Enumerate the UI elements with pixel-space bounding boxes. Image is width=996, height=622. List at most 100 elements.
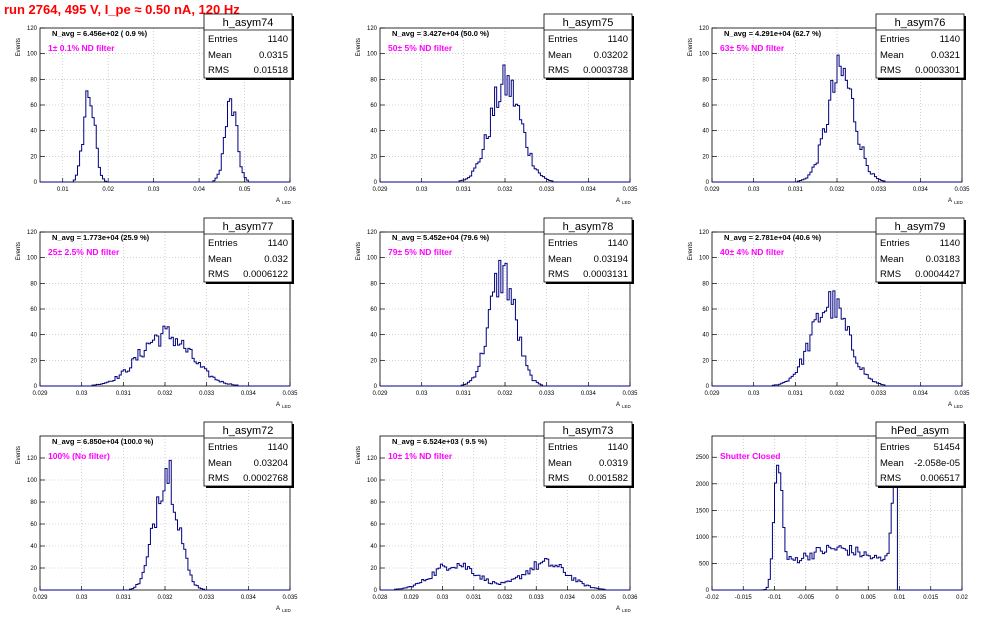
stats-mean-value: 0.03204 (254, 458, 288, 469)
x-axis-label: A (616, 402, 620, 408)
x-tick-label: 0.01 (894, 595, 906, 601)
x-tick-label: -0.015 (735, 595, 753, 601)
y-tick-label: 0 (374, 384, 378, 390)
y-tick-label: 0 (706, 180, 710, 186)
n-avg-label: N_avg = 3.427e+04 (50.0 %) (392, 29, 490, 38)
stats-entries-value: 1140 (268, 442, 288, 453)
x-axis-label: A (616, 198, 620, 204)
stats-rms-value: 0.0006122 (243, 269, 288, 280)
y-axis-label: Events (356, 446, 362, 464)
stats-rms-value: 0.0003131 (583, 269, 628, 280)
x-tick-label: -0.01 (768, 595, 782, 601)
y-tick-label: 40 (702, 129, 709, 135)
stats-box (875, 421, 965, 487)
panel-h_asym76: 0.029 0.03 0.031 0.032 0.033 0.034 0.035 0 20 40 6… (688, 13, 970, 205)
stats-mean-value: -2.058e-05 (914, 458, 960, 469)
y-tick-label: 0 (34, 180, 38, 186)
stats-rms-value: 0.0002768 (243, 473, 288, 484)
y-tick-label: 0 (34, 588, 38, 594)
panel-h_asym75: 0.029 0.03 0.031 0.032 0.033 0.034 0.035 0 20 40 6… (356, 13, 638, 205)
stats-entries-label: Entries (208, 34, 238, 45)
stats-entries-label: Entries (208, 442, 238, 453)
n-avg-label: N_avg = 6.456e+02 ( 0.9 %) (52, 29, 148, 38)
y-tick-label: 80 (370, 500, 377, 506)
x-tick-label: 0.036 (622, 595, 638, 601)
y-tick-label: 0 (34, 384, 38, 390)
stats-entries-label: Entries (548, 442, 578, 453)
stats-rms-value: 0.0003301 (915, 65, 960, 76)
y-tick-label: 80 (30, 500, 37, 506)
x-axis-label-sub: LED (622, 608, 632, 613)
histogram-line (380, 64, 630, 183)
x-tick-label: 0.029 (32, 391, 48, 397)
x-tick-label: 0.034 (241, 391, 257, 397)
filter-label: 25± 2.5% ND filter (48, 247, 120, 257)
y-tick-label: 60 (30, 103, 37, 109)
x-axis-label-sub: LED (954, 200, 964, 205)
x-tick-label: 0 (835, 595, 839, 601)
y-tick-label: 120 (699, 26, 710, 32)
stats-rms-label: RMS (208, 65, 229, 76)
stats-rms-label: RMS (548, 269, 569, 280)
x-tick-label: 0.032 (157, 595, 173, 601)
stats-box (875, 217, 965, 283)
x-tick-label: 0.034 (913, 391, 929, 397)
stats-entries-label: Entries (880, 238, 910, 249)
y-tick-label: 0 (374, 180, 378, 186)
y-tick-label: 1500 (696, 508, 710, 514)
y-axis-label: Events (688, 242, 694, 260)
x-axis-label: A (948, 198, 952, 204)
x-axis-label: A (616, 606, 620, 612)
y-tick-label: 20 (702, 154, 709, 160)
y-tick-label: 40 (370, 129, 377, 135)
y-tick-label: 2500 (696, 455, 710, 461)
x-tick-label: 0.031 (456, 391, 472, 397)
stats-rms-label: RMS (208, 269, 229, 280)
stats-entries-value: 1140 (940, 238, 960, 249)
stats-rms-value: 0.0004427 (915, 269, 960, 280)
stats-entries-label: Entries (880, 34, 910, 45)
stats-box (543, 13, 633, 79)
y-tick-label: 120 (367, 456, 378, 462)
y-tick-label: 0 (374, 588, 378, 594)
x-tick-label: 0.032 (497, 187, 513, 193)
filter-label: 79± 5% ND filter (388, 247, 453, 257)
histogram-line (712, 54, 962, 183)
y-tick-label: 20 (702, 358, 709, 364)
y-tick-label: 80 (702, 281, 709, 287)
panel-h_asym74: 0.01 0.02 0.03 0.04 0.05 0.06 0 20 40 60 80 100 120 E… (16, 13, 296, 205)
x-tick-label: 0.03 (748, 391, 760, 397)
x-tick-label: 0.033 (199, 391, 215, 397)
x-tick-label: 0.034 (560, 595, 576, 601)
y-tick-label: 120 (27, 230, 38, 236)
y-tick-label: 40 (30, 544, 37, 550)
x-tick-label: 0.029 (372, 187, 388, 193)
y-tick-label: 20 (30, 154, 37, 160)
stats-entries-label: Entries (880, 442, 910, 453)
histogram-line (40, 90, 290, 183)
y-tick-label: 500 (699, 561, 710, 567)
filter-label: 63± 5% ND filter (720, 43, 785, 53)
n-avg-label: N_avg = 4.291e+04 (62.7 %) (724, 29, 822, 38)
y-tick-label: 0 (706, 384, 710, 390)
y-axis-label: Events (688, 38, 694, 56)
x-tick-label: 0.029 (704, 187, 720, 193)
x-tick-label: 0.029 (372, 391, 388, 397)
n-avg-label: N_avg = 5.452e+04 (79.6 %) (392, 233, 490, 242)
stats-box (875, 13, 965, 79)
stats-box (203, 13, 293, 79)
x-axis-label: A (276, 198, 280, 204)
x-tick-label: 0.031 (116, 391, 132, 397)
y-tick-label: 120 (367, 230, 378, 236)
filter-label: 100% (No filter) (48, 451, 110, 461)
y-tick-label: 40 (702, 333, 709, 339)
x-axis-label: A (276, 606, 280, 612)
x-axis-label-sub: LED (954, 404, 964, 409)
stats-mean-label: Mean (208, 50, 232, 61)
n-avg-label: N_avg = 6.850e+04 (100.0 %) (52, 437, 154, 446)
y-tick-label: 40 (30, 333, 37, 339)
stats-mean-label: Mean (208, 458, 232, 469)
y-tick-label: 20 (370, 566, 377, 572)
stats-box (543, 421, 633, 487)
stats-entries-value: 1140 (608, 238, 628, 249)
